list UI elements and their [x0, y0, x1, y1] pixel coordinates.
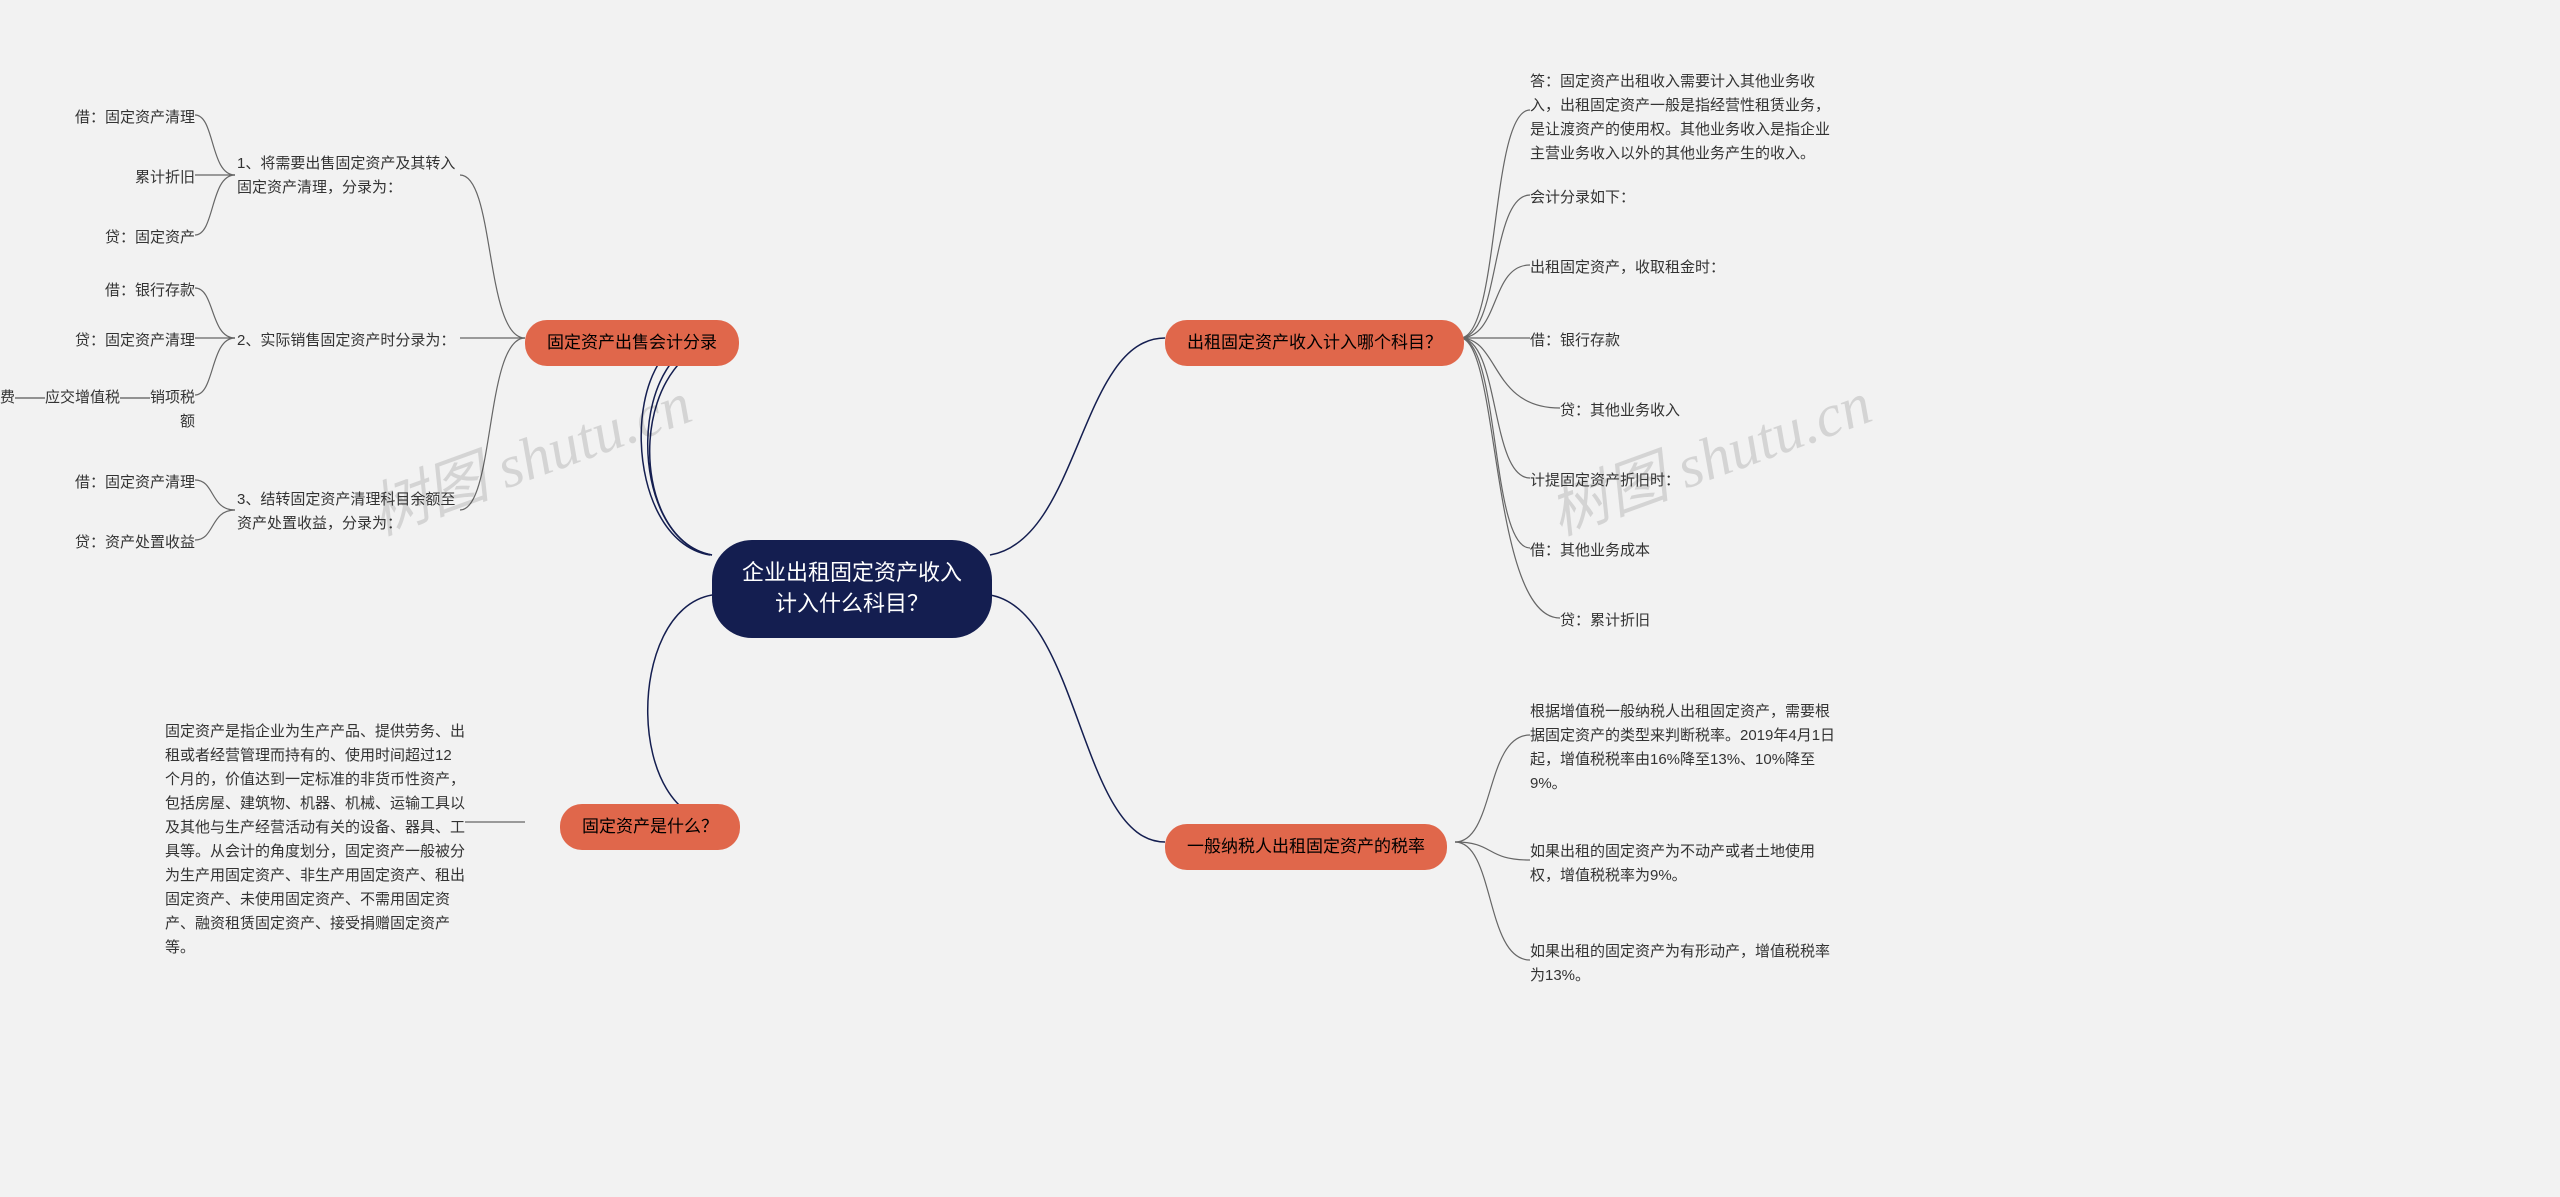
leaf-debit-disposal: 借：固定资产清理 — [75, 106, 195, 130]
sub-entry-1: 1、将需要出售固定资产及其转入固定资产清理，分录为： — [237, 152, 462, 200]
leaf-credit-acc-dep: 贷：累计折旧 — [1560, 609, 1650, 633]
branch-what-is-fa[interactable]: 固定资产是什么？ — [560, 804, 740, 850]
branch-label: 固定资产是什么？ — [582, 817, 718, 836]
leaf-depreciation: 计提固定资产折旧时： — [1530, 469, 1680, 493]
branch-sale-entries[interactable]: 固定资产出售会计分录 — [525, 320, 739, 366]
root-label: 企业出租固定资产收入计入什么科目？ — [742, 560, 962, 616]
sub-entry-3: 3、结转固定资产清理科目余额至资产处置收益，分录为： — [237, 488, 462, 536]
leaf-fa-definition: 固定资产是指企业为生产产品、提供劳务、出租或者经营管理而持有的、使用时间超过12… — [165, 720, 465, 960]
branch-label: 固定资产出售会计分录 — [547, 333, 717, 352]
leaf-debit-other-cost: 借：其他业务成本 — [1530, 539, 1650, 563]
leaf-credit-fa: 贷：固定资产 — [75, 226, 195, 250]
sub-entry-2: 2、实际销售固定资产时分录为： — [237, 329, 462, 353]
leaf-credit-disposal: 贷：固定资产清理 — [45, 329, 195, 353]
leaf-entries-header: 会计分录如下： — [1530, 186, 1635, 210]
leaf-tax-payable: 应交税费——应交增值税——销项税额 — [0, 386, 195, 434]
leaf-answer: 答：固定资产出租收入需要计入其他业务收入，出租固定资产一般是指经营性租赁业务，是… — [1530, 70, 1840, 166]
branch-label: 出租固定资产收入计入哪个科目？ — [1187, 333, 1442, 352]
branch-label: 一般纳税人出租固定资产的税率 — [1187, 837, 1425, 856]
leaf-tax-rule: 根据增值税一般纳税人出租固定资产，需要根据固定资产的类型来判断税率。2019年4… — [1530, 700, 1840, 796]
leaf-debit-bank: 借：银行存款 — [1530, 329, 1620, 353]
root-node[interactable]: 企业出租固定资产收入计入什么科目？ — [712, 540, 992, 638]
watermark: 树图 shutu.cn — [1535, 355, 1881, 552]
leaf-credit-disposal-gain: 贷：资产处置收益 — [45, 531, 195, 555]
leaf-credit-other-income: 贷：其他业务收入 — [1560, 399, 1680, 423]
leaf-tax-13: 如果出租的固定资产为有形动产，增值税税率为13%。 — [1530, 940, 1840, 988]
leaf-debit-bank-2: 借：银行存款 — [75, 279, 195, 303]
leaf-tax-9: 如果出租的固定资产为不动产或者土地使用权，增值税税率为9%。 — [1530, 840, 1840, 888]
leaf-debit-disposal-2: 借：固定资产清理 — [45, 471, 195, 495]
branch-rent-income-account[interactable]: 出租固定资产收入计入哪个科目？ — [1165, 320, 1464, 366]
leaf-rent-collect: 出租固定资产，收取租金时： — [1530, 256, 1725, 280]
branch-tax-rate[interactable]: 一般纳税人出租固定资产的税率 — [1165, 824, 1447, 870]
leaf-acc-dep: 累计折旧 — [105, 166, 195, 190]
